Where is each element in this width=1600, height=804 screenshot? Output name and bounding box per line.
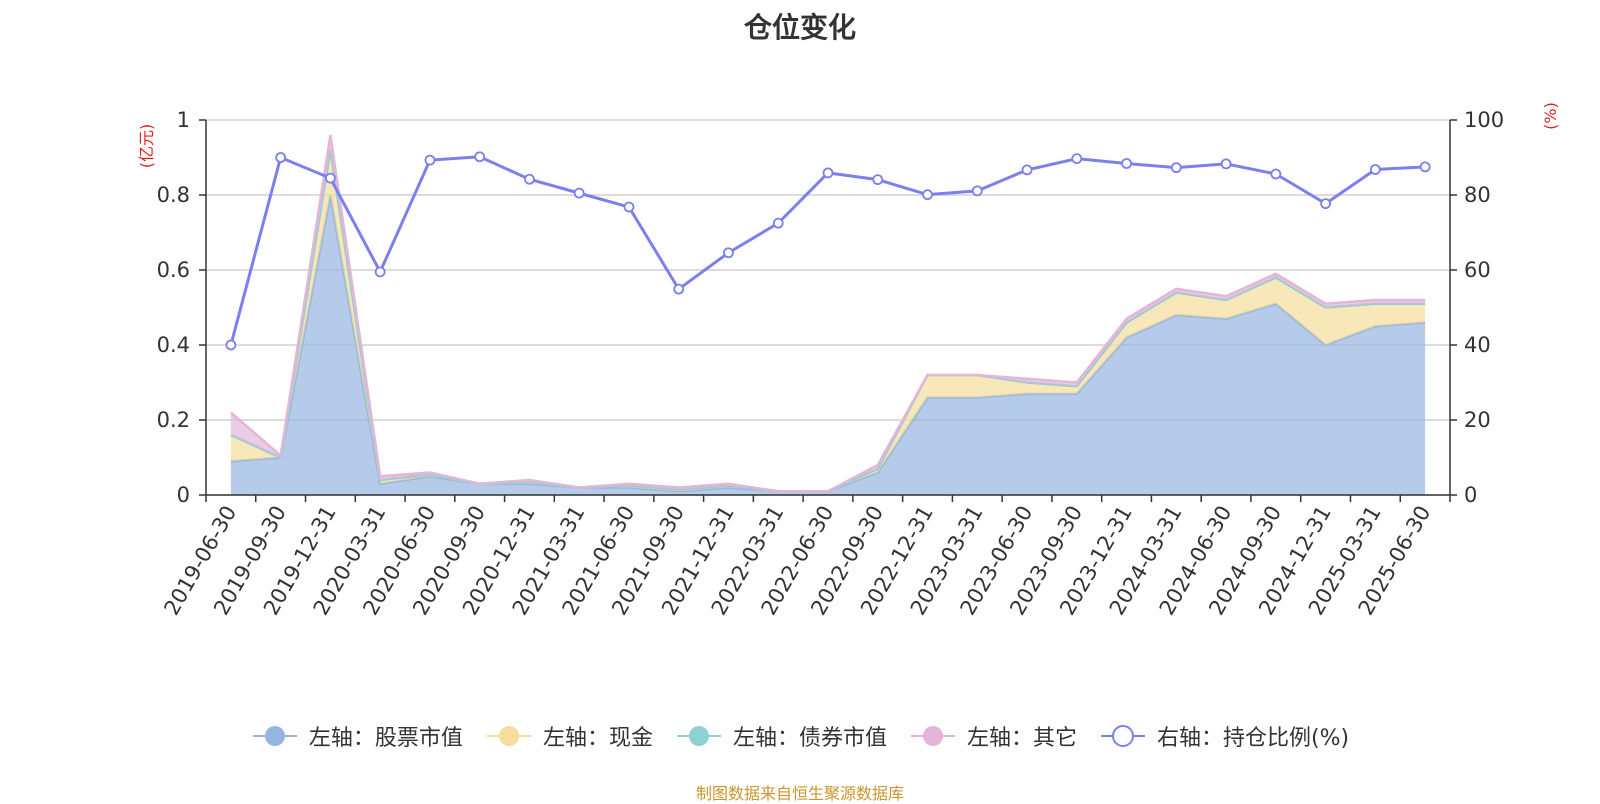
legend-item-ratio[interactable]: 右轴：持仓比例(%)	[1099, 720, 1349, 752]
ratio-point	[324, 172, 336, 184]
right-axis-unit: (%)	[1541, 102, 1560, 130]
area-stock	[230, 195, 1426, 495]
right-tick-label: 80	[1464, 183, 1491, 207]
ratio-point	[524, 173, 535, 185]
legend-item-cash[interactable]: 左轴：现金	[485, 720, 653, 752]
ratio-point	[1270, 168, 1282, 180]
chart-legend: 左轴：股票市值 左轴：现金 左轴：债券市值 左轴：其它 右轴：持仓比例(%)	[0, 720, 1600, 752]
legend-label: 右轴：持仓比例(%)	[1156, 726, 1350, 751]
ratio-line-layer	[225, 151, 1431, 351]
legend-label: 左轴：股票市值	[308, 726, 463, 751]
ratio-point	[1170, 162, 1182, 174]
ratio-point	[1021, 164, 1033, 176]
right-tick-label: 0	[1464, 483, 1477, 507]
legend-label: 左轴：其它	[966, 726, 1077, 751]
ratio-point	[424, 154, 436, 166]
stacked-areas	[230, 134, 1426, 495]
legend-item-stock[interactable]: 左轴：股票市值	[251, 720, 463, 752]
ratio-point	[374, 266, 386, 278]
chart-title: 仓位变化	[743, 11, 856, 44]
right-tick-label: 100	[1464, 108, 1504, 132]
ratio-point	[1419, 161, 1431, 173]
hollow-circle-icon	[1100, 725, 1145, 747]
ratio-point	[474, 151, 486, 163]
ratio-point	[1121, 158, 1132, 169]
ratio-point	[275, 152, 287, 163]
ratio-point	[723, 247, 734, 259]
right-tick-label: 20	[1464, 408, 1491, 432]
ratio-point	[872, 174, 884, 186]
left-tick-label: 0.4	[157, 333, 190, 357]
ratio-point	[822, 167, 834, 179]
legend-item-bond[interactable]: 左轴：债券市值	[675, 720, 887, 752]
ratio-point	[225, 339, 237, 351]
ratio-point	[1369, 164, 1381, 175]
ratio-point	[623, 201, 635, 213]
ratio-point	[573, 187, 585, 199]
ratio-point	[772, 217, 784, 229]
left-axis-unit: (亿元)	[137, 124, 156, 169]
ratio-point	[1071, 153, 1083, 165]
left-tick-label: 0.8	[157, 183, 190, 207]
source-note: 制图数据来自恒生聚源数据库	[695, 784, 904, 803]
ratio-point	[922, 189, 933, 201]
ratio-point	[1220, 158, 1232, 170]
filled-circle-icon	[910, 726, 955, 746]
legend-item-other[interactable]: 左轴：其它	[909, 720, 1077, 752]
right-tick-label: 40	[1464, 333, 1491, 357]
filled-circle-icon	[252, 726, 297, 746]
legend-label: 左轴：债券市值	[732, 726, 887, 751]
ratio-point	[673, 283, 685, 295]
area-edge-other	[230, 134, 1426, 493]
ratio-point	[971, 185, 983, 197]
right-tick-label: 60	[1464, 258, 1491, 282]
left-tick-label: 1	[177, 108, 190, 132]
left-tick-label: 0.2	[157, 408, 190, 432]
legend-label: 左轴：现金	[542, 726, 653, 751]
left-tick-label: 0	[177, 483, 190, 507]
filled-circle-icon	[676, 726, 721, 746]
filled-circle-icon	[486, 726, 531, 746]
left-tick-label: 0.6	[157, 258, 190, 282]
ratio-point	[1320, 198, 1331, 210]
